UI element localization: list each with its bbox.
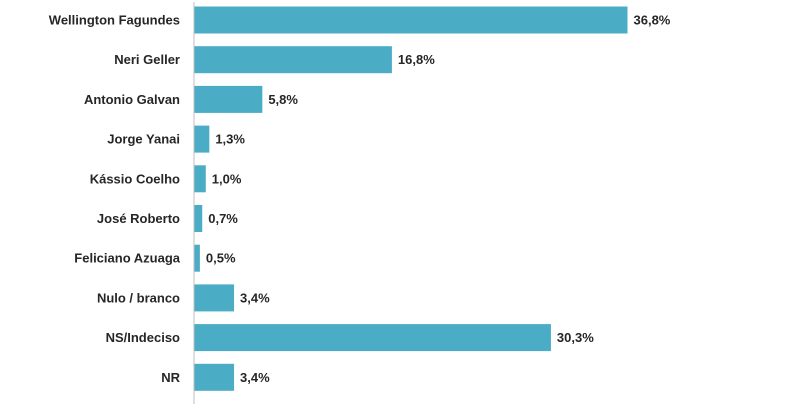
bar [194,244,200,272]
bars [194,6,628,391]
category-label: Feliciano Azuaga [74,251,180,266]
bar [194,46,392,74]
data-label: 0,5% [206,251,236,266]
bar [194,6,628,34]
bar [194,125,210,153]
category-labels: Wellington Fagundes Neri Geller Antonio Ga… [49,13,181,385]
data-label: 0,7% [208,211,238,226]
data-label: 3,4% [240,370,270,385]
bar [194,85,263,113]
category-label: José Roberto [97,211,180,226]
category-label: Jorge Yanai [107,132,180,147]
data-label: 5,8% [268,92,298,107]
data-label: 1,3% [215,132,245,147]
data-label: 30,3% [557,330,594,345]
data-label: 16,8% [398,52,435,67]
bar [194,284,235,312]
data-label: 1,0% [212,171,242,186]
bar [194,205,203,232]
category-label: Kássio Coelho [90,171,180,186]
data-label: 36,8% [634,13,671,28]
category-label: Nulo / branco [97,290,180,305]
bar [194,324,551,352]
value-labels: 36,8% 16,8% 5,8% 1,3% 1,0% 0,7% 0,5% 3,4% 30,3% 3… [206,13,671,385]
bar [194,165,206,193]
category-label: Antonio Galvan [84,92,180,107]
data-label: 3,4% [240,290,270,305]
category-label: Neri Geller [114,52,180,67]
category-label: NR [161,370,180,385]
category-label: NS/Indeciso [106,330,180,345]
category-label: Wellington Fagundes [49,13,180,28]
bar [194,363,235,391]
